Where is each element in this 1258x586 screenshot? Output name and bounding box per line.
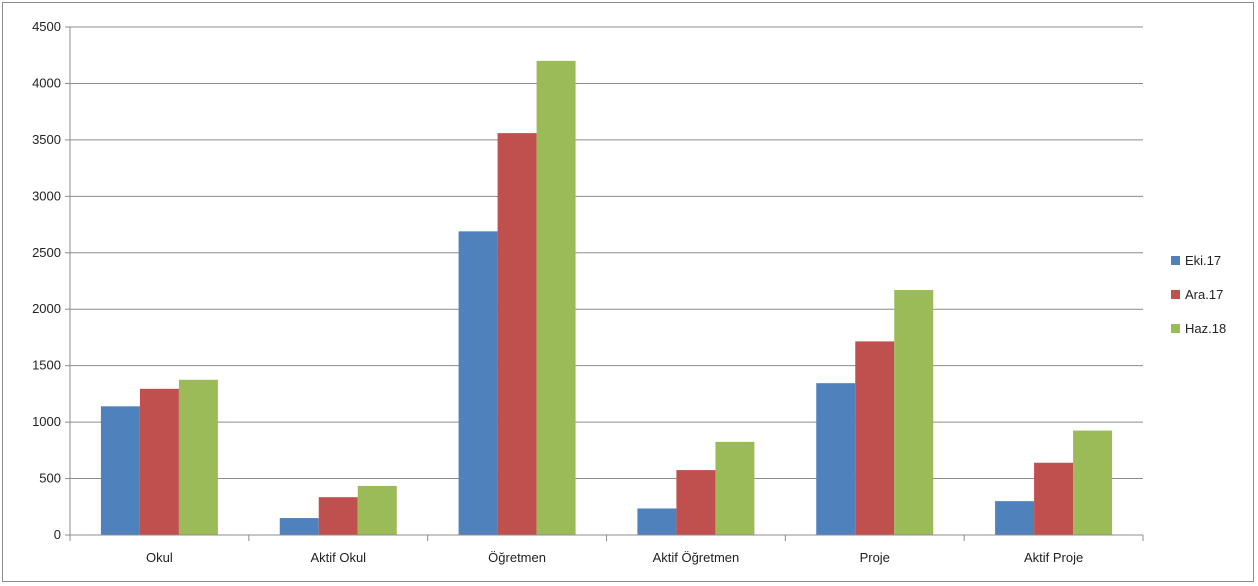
bar-ara-17-3 <box>676 470 716 535</box>
bar-ara-17-1 <box>318 497 358 535</box>
bar-chart: 0 500 1000 1500 2000 2500 3000 3500 4000 4500 Oku… <box>32 19 1226 565</box>
bar-eki-17-0 <box>100 406 140 535</box>
y-tick-label: 1000 <box>32 414 61 429</box>
bar-haz-18-0 <box>178 379 218 535</box>
legend-label: Ara.17 <box>1185 287 1223 302</box>
y-tick-label: 2000 <box>32 301 61 316</box>
legend-label: Eki.17 <box>1185 253 1221 268</box>
bar-eki-17-2 <box>458 231 498 535</box>
x-tick-labels: Okul Aktif Okul Öğretmen Aktif Öğretmen Proj… <box>146 550 1083 565</box>
x-tick-label: Aktif Proje <box>1024 550 1083 565</box>
y-tick-label: 3000 <box>32 188 61 203</box>
x-tick-label: Aktif Öğretmen <box>653 550 740 565</box>
bar-haz-18-3 <box>715 441 755 535</box>
bar-haz-18-1 <box>357 485 397 535</box>
y-tick-label: 0 <box>54 527 61 542</box>
gridlines <box>70 26 1143 480</box>
bar-ara-17-0 <box>139 388 179 535</box>
legend-swatch <box>1171 290 1180 299</box>
y-tick-label: 500 <box>39 471 61 486</box>
y-tick-label: 4000 <box>32 75 61 90</box>
legend-swatch <box>1171 324 1180 333</box>
y-tick-label: 1500 <box>32 358 61 373</box>
bar-ara-17-5 <box>1034 462 1074 535</box>
x-tick-label: Proje <box>860 550 890 565</box>
y-tick-label: 3500 <box>32 132 61 147</box>
y-tick-labels: 0 500 1000 1500 2000 2500 3000 3500 4000 4500 <box>32 19 61 542</box>
x-tick-label: Öğretmen <box>488 550 546 565</box>
bar-eki-17-5 <box>995 501 1035 535</box>
bar-haz-18-5 <box>1073 430 1113 535</box>
bars <box>100 60 1113 536</box>
axes <box>65 26 1144 541</box>
bar-ara-17-4 <box>855 341 895 535</box>
x-tick-label: Aktif Okul <box>310 550 366 565</box>
y-tick-label: 2500 <box>32 245 61 260</box>
bar-ara-17-2 <box>497 133 537 536</box>
bar-haz-18-2 <box>536 60 576 535</box>
x-tick-label: Okul <box>146 550 173 565</box>
legend-swatch <box>1171 256 1180 265</box>
legend-label: Haz.18 <box>1185 321 1226 336</box>
bar-eki-17-3 <box>637 508 677 535</box>
legend: Eki.17 Ara.17 Haz.18 <box>1171 253 1226 336</box>
bar-haz-18-4 <box>894 290 934 535</box>
bar-eki-17-4 <box>816 383 856 535</box>
y-tick-label: 4500 <box>32 19 61 34</box>
bar-eki-17-1 <box>279 518 319 535</box>
